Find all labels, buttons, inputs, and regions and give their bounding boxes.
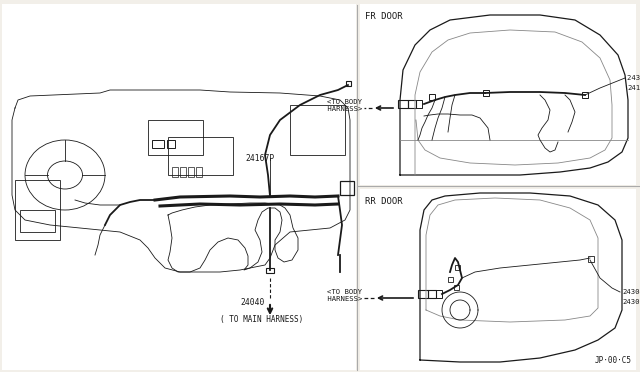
Text: 24302 (RH): 24302 (RH)	[627, 75, 640, 81]
Text: 24040: 24040	[240, 298, 264, 307]
Text: 24125N(LH): 24125N(LH)	[627, 85, 640, 91]
Text: <TO BODY
 HARNESS>: <TO BODY HARNESS>	[323, 99, 362, 112]
Bar	[416, 100, 422, 108]
Bar	[196, 167, 202, 177]
Bar	[455, 265, 460, 270]
Bar	[2, 4, 356, 370]
Text: <TO BODY
 HARNESS>: <TO BODY HARNESS>	[323, 289, 362, 302]
Text: 24167P: 24167P	[245, 154, 275, 163]
Text: 24305<LH>: 24305<LH>	[622, 299, 640, 305]
Bar	[588, 256, 594, 262]
Bar	[360, 4, 636, 185]
Bar	[20, 210, 55, 232]
Bar	[582, 92, 588, 98]
Bar	[15, 180, 60, 240]
Text: JP·00·C5: JP·00·C5	[595, 356, 632, 365]
Bar	[152, 140, 164, 148]
Bar	[180, 167, 186, 177]
Bar	[167, 140, 175, 148]
Bar	[428, 290, 436, 298]
Text: ( TO MAIN HARNESS): ( TO MAIN HARNESS)	[220, 315, 303, 324]
Text: FR DOOR: FR DOOR	[365, 12, 403, 21]
Bar	[429, 94, 435, 100]
Bar	[172, 167, 178, 177]
Bar	[436, 290, 442, 298]
Bar	[340, 181, 354, 195]
Bar	[398, 100, 408, 108]
Bar	[360, 189, 636, 370]
Bar	[346, 81, 351, 86]
Text: 24304<RH>: 24304<RH>	[622, 289, 640, 295]
Bar	[408, 100, 416, 108]
Bar	[483, 90, 489, 96]
Bar	[188, 167, 194, 177]
Bar	[448, 277, 453, 282]
Text: RR DOOR: RR DOOR	[365, 197, 403, 206]
Bar	[454, 285, 459, 290]
Bar	[148, 120, 203, 155]
Bar	[418, 290, 428, 298]
Bar	[266, 268, 274, 273]
Bar	[290, 105, 345, 155]
Bar	[168, 137, 233, 175]
